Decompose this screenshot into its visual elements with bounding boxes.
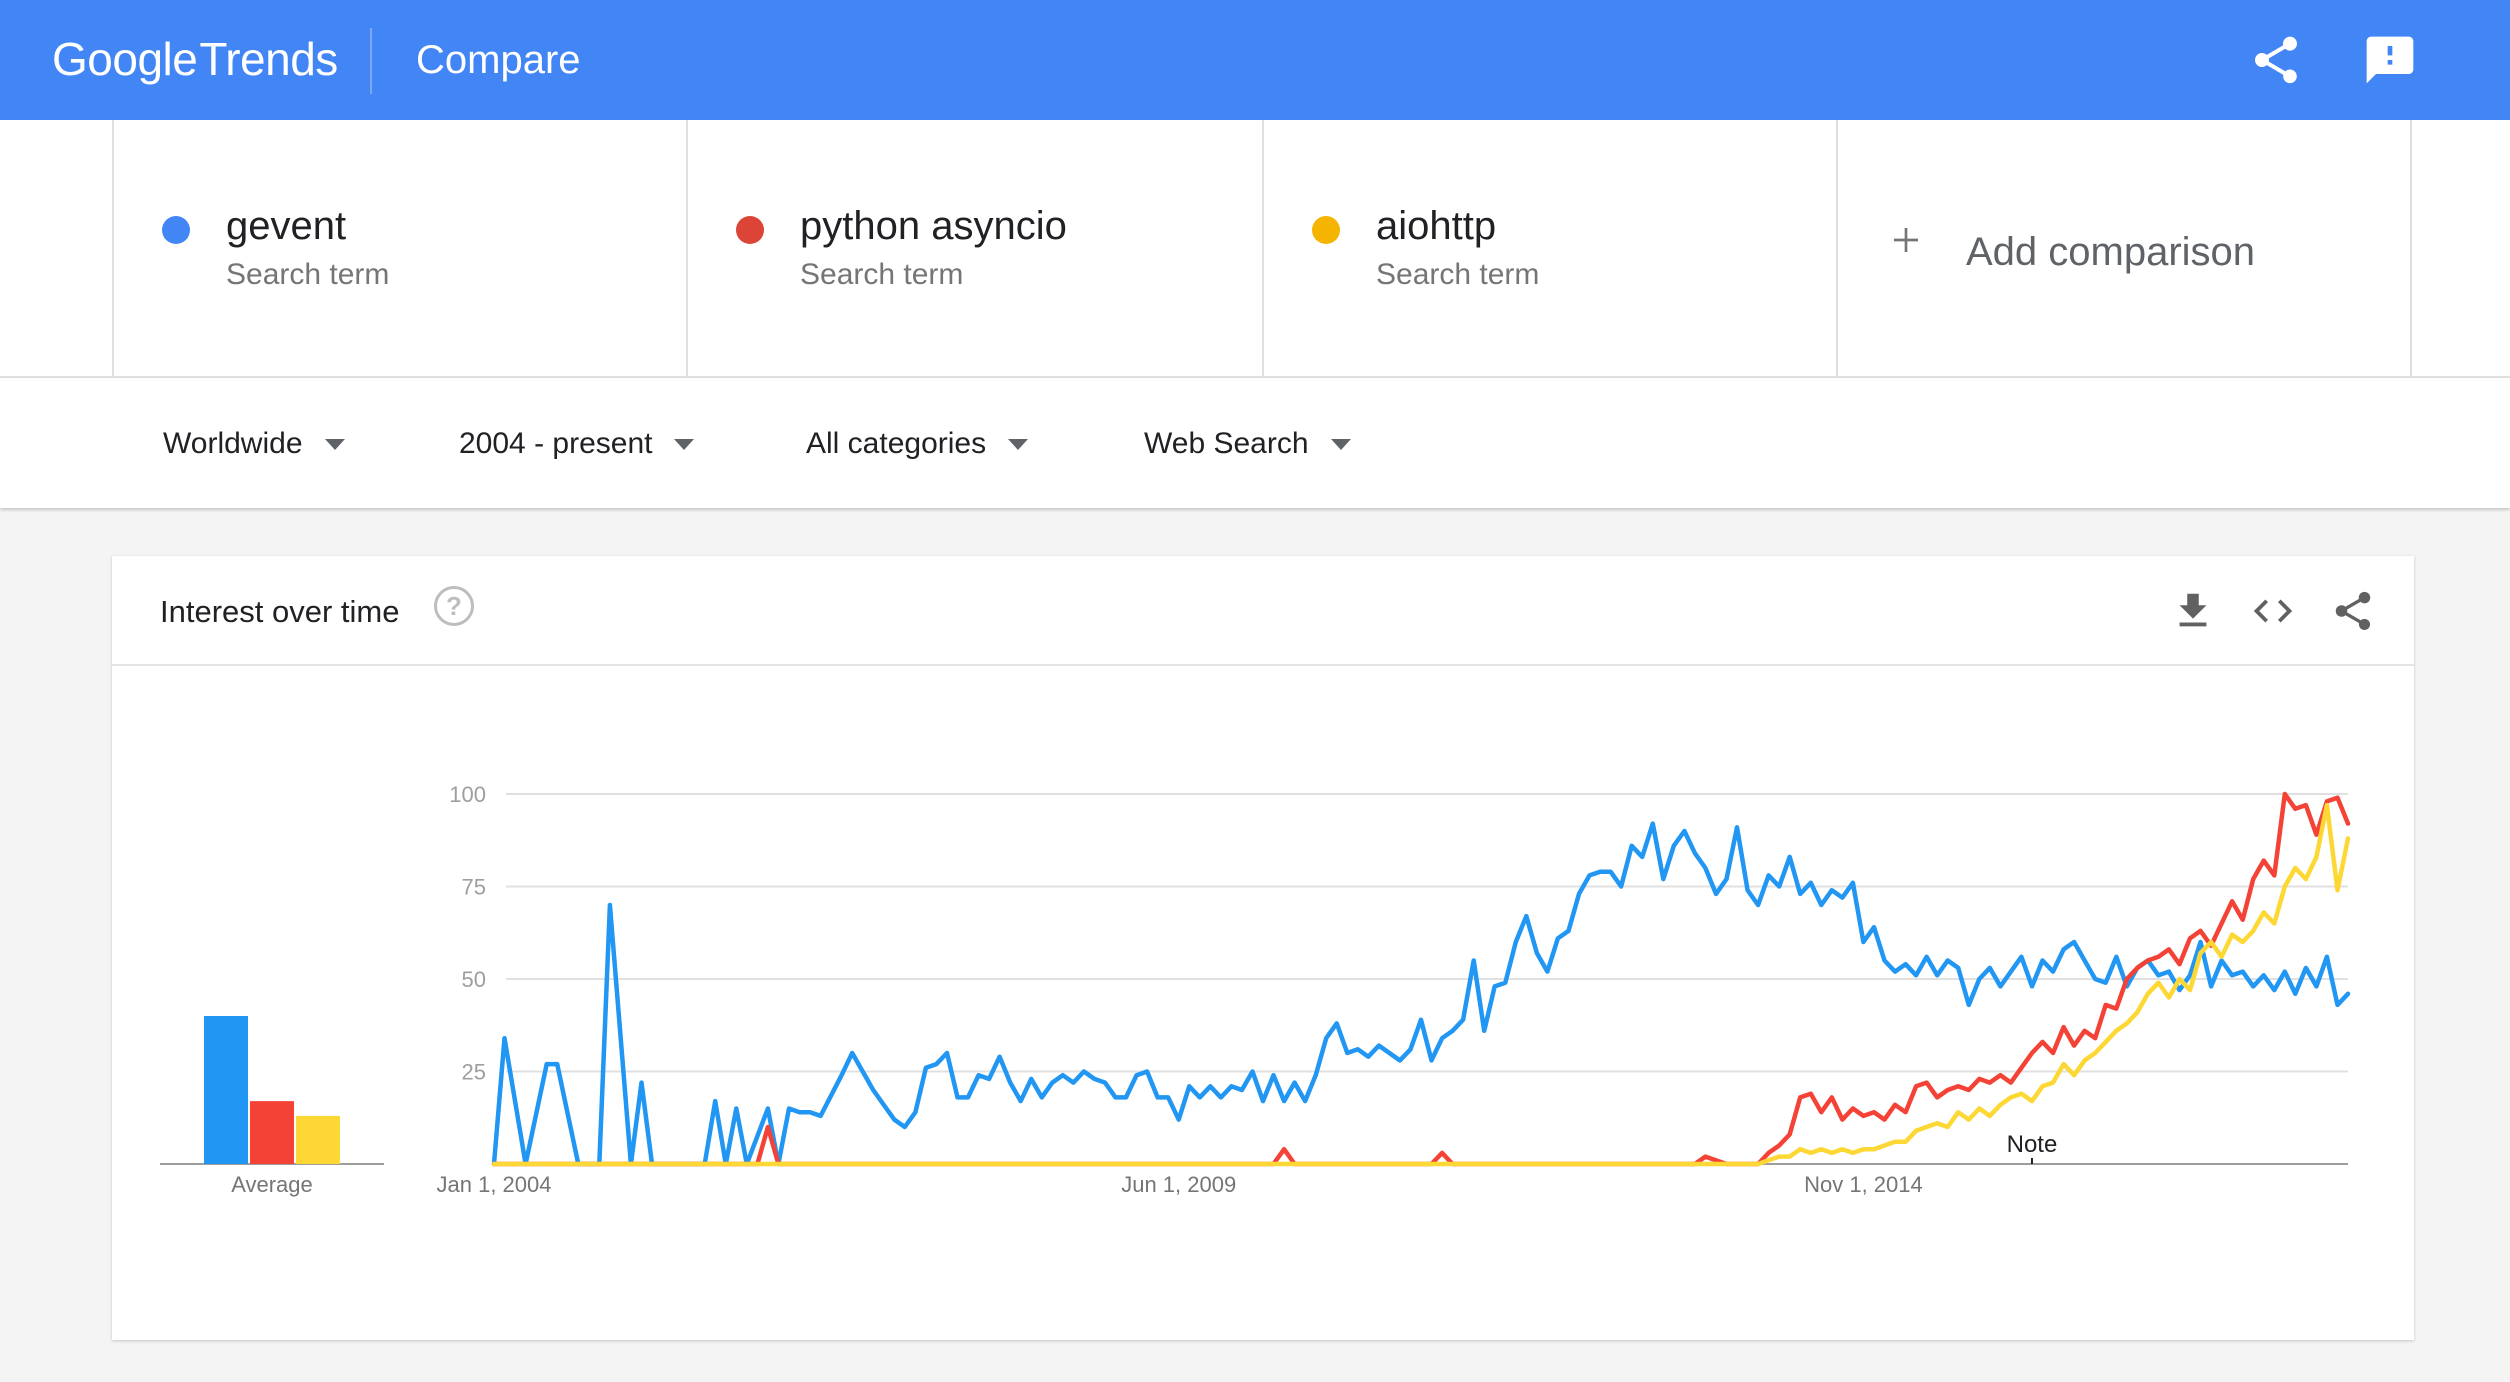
plus-icon bbox=[1894, 228, 1918, 252]
category-dropdown[interactable]: All categories bbox=[806, 424, 1029, 464]
logo-trends-text: Trends bbox=[199, 33, 338, 85]
feedback-button[interactable] bbox=[2362, 32, 2418, 88]
feedback-icon bbox=[2366, 36, 2414, 84]
filter-bar: Worldwide 2004 - present All categories … bbox=[0, 378, 2510, 508]
average-bar-gevent bbox=[204, 1016, 248, 1164]
help-icon[interactable]: ? bbox=[434, 586, 474, 626]
search-type-value: Web Search bbox=[1144, 427, 1309, 460]
dropdown-arrow-icon bbox=[674, 438, 695, 450]
x-tick-label: Jan 1, 2004 bbox=[437, 1172, 552, 1197]
card-title: Interest over time bbox=[160, 594, 400, 629]
share-icon bbox=[2255, 36, 2297, 84]
embed-icon bbox=[2253, 599, 2293, 623]
term-name[interactable]: gevent bbox=[226, 204, 347, 248]
term-card-aiohttp[interactable]: aiohttp Search term bbox=[1262, 120, 1838, 376]
average-label: Average bbox=[231, 1172, 313, 1197]
series-line-gevent bbox=[491, 821, 2351, 1167]
share-button[interactable] bbox=[2248, 32, 2304, 88]
average-bar-python-asyncio bbox=[250, 1101, 294, 1164]
dropdown-arrow-icon bbox=[1008, 438, 1029, 450]
y-tick-label: 75 bbox=[462, 875, 486, 900]
average-bar-aiohttp bbox=[296, 1115, 340, 1164]
dropdown-arrow-icon bbox=[324, 438, 345, 450]
term-card-gevent[interactable]: gevent Search term bbox=[112, 120, 688, 376]
page-title: Compare bbox=[416, 38, 581, 82]
time-range-dropdown[interactable]: 2004 - present bbox=[459, 424, 695, 464]
top-app-bar: GoogleTrends Compare bbox=[0, 0, 2510, 120]
series-line-python-asyncio bbox=[491, 791, 2351, 1167]
download-csv-button[interactable] bbox=[2170, 588, 2216, 634]
logo-google-text: Google bbox=[52, 33, 198, 85]
google-trends-logo[interactable]: GoogleTrends bbox=[52, 32, 338, 86]
term-color-dot bbox=[162, 216, 190, 244]
interest-over-time-card: Interest over time ? Average 25 50 75 100 Ja… bbox=[112, 556, 2414, 1340]
embed-button[interactable] bbox=[2250, 588, 2296, 634]
term-name[interactable]: aiohttp bbox=[1376, 204, 1497, 248]
download-icon bbox=[2179, 593, 2207, 627]
card-header: Interest over time ? bbox=[112, 556, 2414, 666]
term-color-dot bbox=[736, 216, 764, 244]
share-chart-button[interactable] bbox=[2330, 588, 2376, 634]
comparison-terms-bar: gevent Search term python asyncio Search… bbox=[0, 120, 2510, 378]
term-type-label: Search term bbox=[226, 258, 390, 291]
series-line-aiohttp bbox=[491, 802, 2351, 1167]
time-range-value: 2004 - present bbox=[459, 427, 653, 460]
share-icon bbox=[2335, 591, 2371, 631]
term-type-label: Search term bbox=[1376, 258, 1540, 291]
term-color-dot bbox=[1312, 216, 1340, 244]
category-value: All categories bbox=[806, 427, 987, 460]
search-type-dropdown[interactable]: Web Search bbox=[1144, 424, 1351, 464]
interest-over-time-chart: Average 25 50 75 100 Jan 1, 2004 Jun 1, 2009 N… bbox=[160, 782, 2351, 1197]
y-tick-label: 100 bbox=[449, 782, 486, 807]
term-type-label: Search term bbox=[800, 258, 964, 291]
dropdown-arrow-icon bbox=[1330, 438, 1351, 450]
add-comparison-button[interactable]: Add comparison bbox=[1836, 120, 2412, 376]
note-label: Note bbox=[2007, 1131, 2058, 1158]
x-tick-label: Nov 1, 2014 bbox=[1804, 1172, 1923, 1197]
region-dropdown[interactable]: Worldwide bbox=[163, 424, 345, 464]
header-divider bbox=[370, 28, 372, 94]
x-tick-label: Jun 1, 2009 bbox=[1121, 1172, 1236, 1197]
term-name[interactable]: python asyncio bbox=[800, 204, 1067, 248]
add-comparison-label: Add comparison bbox=[1966, 230, 2256, 274]
y-tick-label: 50 bbox=[462, 967, 486, 992]
y-tick-label: 25 bbox=[462, 1060, 486, 1085]
region-value: Worldwide bbox=[163, 427, 303, 460]
term-card-python-asyncio[interactable]: python asyncio Search term bbox=[686, 120, 1262, 376]
